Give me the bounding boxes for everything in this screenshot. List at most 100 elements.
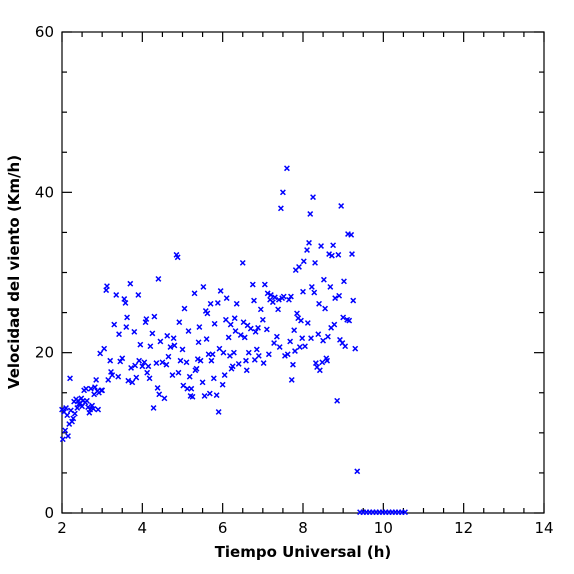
data-point bbox=[280, 293, 287, 300]
data-point bbox=[92, 384, 98, 391]
data-point bbox=[111, 321, 118, 328]
data-point bbox=[334, 397, 341, 404]
data-point bbox=[197, 357, 204, 364]
data-point bbox=[95, 406, 102, 413]
data-point bbox=[183, 359, 190, 366]
data-point bbox=[327, 283, 334, 290]
data-point bbox=[69, 418, 75, 425]
data-point bbox=[296, 344, 303, 350]
data-point bbox=[229, 363, 236, 370]
data-point bbox=[255, 352, 262, 359]
data-point bbox=[63, 405, 69, 411]
data-point bbox=[271, 340, 278, 346]
data-point bbox=[156, 391, 163, 398]
data-point bbox=[312, 259, 318, 266]
data-point bbox=[307, 211, 314, 217]
data-point bbox=[338, 203, 345, 209]
x-tick-label: 12 bbox=[454, 519, 473, 537]
data-point bbox=[288, 293, 294, 300]
y-tick-label: 40 bbox=[35, 183, 54, 201]
data-point bbox=[319, 359, 326, 366]
data-point bbox=[281, 352, 288, 359]
data-point bbox=[129, 379, 136, 386]
data-point bbox=[275, 306, 282, 313]
data-point bbox=[350, 297, 357, 304]
data-point bbox=[115, 373, 122, 380]
data-point bbox=[311, 289, 318, 296]
data-point bbox=[147, 343, 154, 350]
data-point bbox=[208, 357, 215, 364]
data-point bbox=[227, 321, 234, 328]
data-point bbox=[139, 363, 146, 370]
data-point bbox=[326, 251, 333, 257]
data-point bbox=[186, 373, 193, 380]
data-point bbox=[332, 295, 339, 302]
data-point bbox=[155, 275, 162, 282]
data-point bbox=[402, 509, 408, 516]
data-point bbox=[131, 328, 138, 335]
data-point bbox=[233, 300, 240, 307]
data-point bbox=[132, 362, 139, 369]
data-point bbox=[277, 205, 284, 212]
data-point bbox=[352, 345, 359, 352]
data-point bbox=[284, 351, 291, 358]
data-point bbox=[67, 375, 73, 382]
data-point bbox=[145, 363, 152, 370]
data-point bbox=[324, 333, 331, 340]
data-point bbox=[336, 292, 343, 299]
data-point bbox=[261, 281, 268, 288]
data-point bbox=[144, 369, 151, 376]
x-tick-label: 14 bbox=[534, 519, 553, 537]
data-point bbox=[308, 283, 315, 290]
data-point bbox=[215, 409, 222, 415]
data-point bbox=[304, 320, 311, 326]
data-point bbox=[109, 372, 116, 379]
data-point bbox=[284, 165, 290, 172]
data-point bbox=[252, 328, 259, 335]
data-point bbox=[288, 376, 295, 383]
data-point bbox=[161, 395, 168, 402]
data-point bbox=[188, 385, 195, 392]
data-point bbox=[235, 360, 242, 367]
data-point bbox=[206, 390, 213, 397]
data-point bbox=[103, 287, 110, 294]
data-point bbox=[354, 468, 361, 475]
data-point bbox=[203, 336, 210, 342]
data-point bbox=[93, 376, 100, 383]
data-point bbox=[302, 343, 308, 350]
data-point bbox=[149, 330, 156, 337]
data-point bbox=[291, 327, 298, 334]
data-point bbox=[211, 320, 218, 327]
data-point bbox=[201, 393, 208, 399]
data-point bbox=[64, 412, 71, 419]
data-point bbox=[108, 368, 114, 375]
y-axis-label: Velocidad del viento (Km/h) bbox=[5, 155, 23, 389]
data-point bbox=[135, 292, 142, 298]
data-point bbox=[223, 295, 230, 302]
data-point bbox=[105, 376, 112, 383]
data-point bbox=[328, 252, 335, 259]
data-point bbox=[253, 346, 260, 353]
data-point bbox=[263, 326, 270, 333]
data-point bbox=[207, 300, 214, 307]
data-point bbox=[306, 239, 312, 246]
data-point bbox=[104, 283, 110, 290]
x-axis-label: Tiempo Universal (h) bbox=[215, 543, 392, 561]
data-point bbox=[143, 316, 150, 322]
data-point bbox=[116, 331, 122, 338]
data-point bbox=[179, 346, 186, 353]
data-point bbox=[287, 338, 294, 345]
x-tick-label: 2 bbox=[57, 519, 67, 537]
data-point bbox=[249, 281, 256, 288]
data-point bbox=[221, 372, 228, 379]
data-point bbox=[121, 296, 128, 302]
data-point bbox=[322, 305, 329, 312]
data-point bbox=[133, 374, 140, 381]
data-point bbox=[348, 231, 355, 238]
data-point bbox=[275, 296, 282, 303]
data-point bbox=[216, 345, 223, 352]
data-point bbox=[87, 385, 94, 392]
data-point bbox=[292, 348, 298, 354]
data-point bbox=[225, 334, 232, 341]
